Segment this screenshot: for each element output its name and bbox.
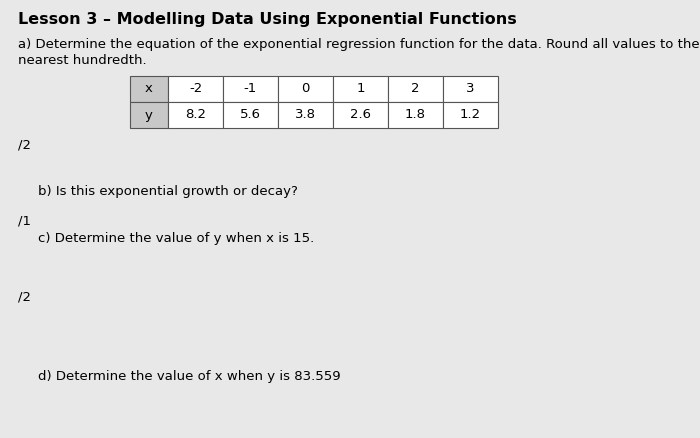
Bar — [223, 102, 278, 128]
Bar — [333, 76, 388, 102]
Bar — [278, 76, 333, 102]
Bar — [130, 102, 168, 128]
Text: x: x — [145, 82, 153, 95]
Bar — [168, 102, 223, 128]
Bar — [223, 76, 278, 102]
Text: Lesson 3 – Modelling Data Using Exponential Functions: Lesson 3 – Modelling Data Using Exponent… — [18, 12, 517, 27]
Text: nearest hundredth.: nearest hundredth. — [18, 54, 146, 67]
Text: c) Determine the value of y when x is 15.: c) Determine the value of y when x is 15… — [38, 232, 314, 245]
Text: 8.2: 8.2 — [185, 109, 206, 121]
Text: 2: 2 — [412, 82, 420, 95]
Text: -1: -1 — [244, 82, 257, 95]
Bar — [443, 102, 498, 128]
Text: 3: 3 — [466, 82, 475, 95]
Bar — [333, 102, 388, 128]
Bar — [443, 76, 498, 102]
Text: 3.8: 3.8 — [295, 109, 316, 121]
Text: /1: /1 — [18, 215, 31, 228]
Text: 1: 1 — [356, 82, 365, 95]
Text: 1.2: 1.2 — [460, 109, 481, 121]
Text: 0: 0 — [301, 82, 309, 95]
Text: 5.6: 5.6 — [240, 109, 261, 121]
Text: a) Determine the equation of the exponential regression function for the data. R: a) Determine the equation of the exponen… — [18, 38, 699, 51]
Text: y: y — [145, 109, 153, 121]
Bar — [388, 76, 443, 102]
Text: 1.8: 1.8 — [405, 109, 426, 121]
Text: b) Is this exponential growth or decay?: b) Is this exponential growth or decay? — [38, 185, 298, 198]
Text: 2.6: 2.6 — [350, 109, 371, 121]
Text: /2: /2 — [18, 138, 31, 151]
Bar — [168, 76, 223, 102]
Text: -2: -2 — [189, 82, 202, 95]
Bar — [130, 76, 168, 102]
Text: d) Determine the value of x when y is 83.559: d) Determine the value of x when y is 83… — [38, 370, 341, 383]
Bar — [388, 102, 443, 128]
Bar — [278, 102, 333, 128]
Text: /2: /2 — [18, 290, 31, 303]
